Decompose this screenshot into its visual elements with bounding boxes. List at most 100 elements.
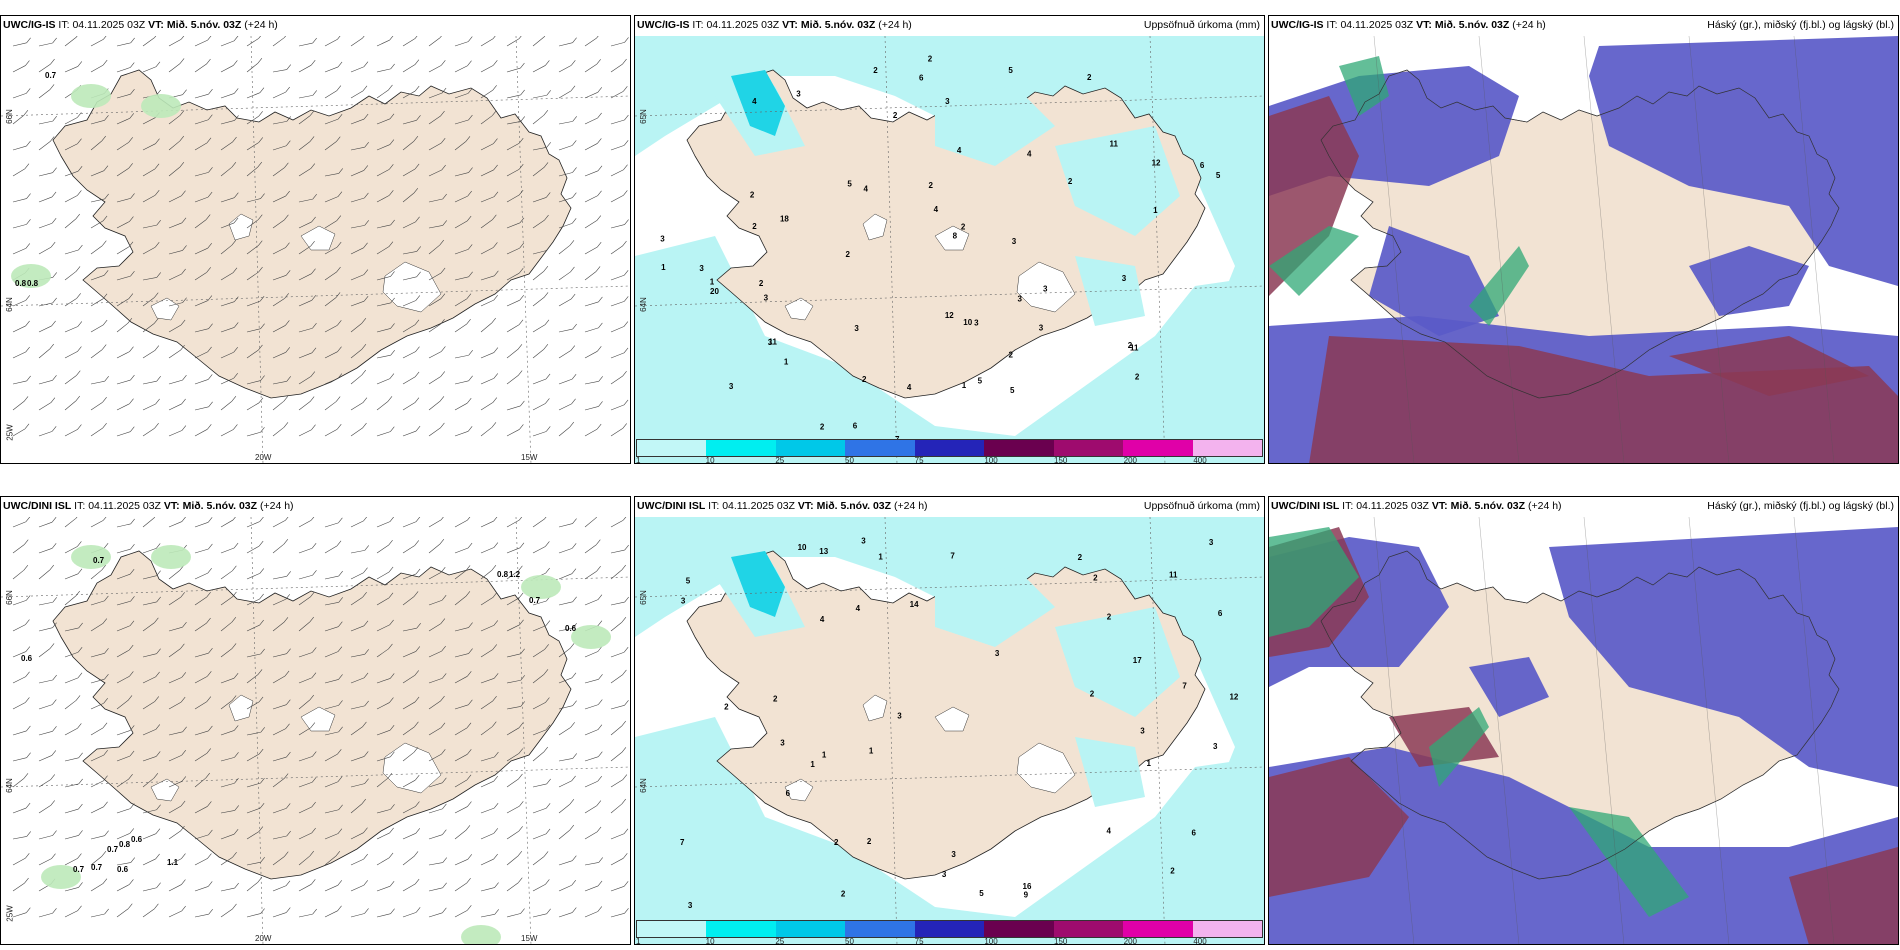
value-label: 16 — [1023, 882, 1032, 891]
value-label: 1 — [1147, 759, 1152, 768]
colorbar-swatch — [1053, 440, 1124, 456]
value-label: 2 — [1078, 553, 1083, 562]
precip-light-area — [635, 236, 1264, 463]
value-label: 1.1 — [167, 858, 179, 867]
valid-time: VT: Mið. 5.nóv. 03Z — [797, 500, 892, 512]
value-label: 5 — [686, 577, 691, 586]
map-panel-top-left: UWC/IG-IS IT: 04.11.2025 03Z VT: Mið. 5.… — [0, 15, 631, 464]
latitude-label: 66N — [4, 590, 14, 605]
precip-light-area — [71, 84, 111, 108]
value-label: 3 — [660, 235, 665, 244]
precip-land-area — [1055, 607, 1180, 717]
value-label: 4 — [752, 97, 757, 106]
value-label: 11 — [769, 337, 778, 346]
value-label: 11 — [1130, 344, 1139, 353]
value-label: 2 — [752, 222, 757, 231]
value-label: 6 — [1218, 609, 1223, 618]
glacier-area — [934, 225, 970, 251]
value-label: 9 — [1024, 890, 1029, 899]
value-label: 0.7 — [91, 863, 103, 872]
value-label: 18 — [780, 215, 789, 224]
colorbar-swatch — [1192, 921, 1262, 937]
value-label: 4 — [957, 146, 962, 155]
value-label: 2 — [750, 190, 755, 199]
longitude-label: 25W — [5, 905, 15, 922]
latitude-label: 64N — [4, 778, 14, 793]
precip-light-area — [461, 925, 501, 944]
valid-time: VT: Mið. 5.nóv. 03Z — [148, 19, 242, 31]
value-label: 3 — [780, 738, 785, 747]
value-label: 2 — [1128, 341, 1133, 350]
low-cloud-area — [1469, 657, 1549, 717]
colorbar-swatch — [914, 921, 985, 937]
panel-header: UWC/DINI ISL IT: 04.11.2025 03Z VT: Mið.… — [1271, 500, 1894, 516]
precip-land-area — [1055, 126, 1180, 236]
glacier-area — [382, 742, 442, 794]
colorbar: 1 10 25 50 75 100 150 200 400 — [635, 918, 1264, 944]
valid-time: VT: Mið. 5.nóv. 03Z — [782, 19, 876, 31]
glacier-area — [228, 213, 254, 241]
colorbar-swatch — [984, 440, 1054, 456]
value-label: 12 — [945, 311, 954, 320]
value-label: 2 — [929, 181, 934, 190]
value-label: 1 — [710, 278, 715, 287]
colorbar-tick-label: 25 — [775, 456, 785, 464]
glacier-area — [862, 213, 888, 241]
init-time-value: 04.11.2025 03Z — [1340, 19, 1414, 31]
mid-cloud-area — [1269, 757, 1409, 897]
map-canvas: 0.70.60.60.70.70.7 0.61.10.80.8 1.20.70.6 — [1, 517, 630, 944]
value-label: 4 — [1106, 826, 1111, 835]
value-label: 3 — [681, 597, 686, 606]
low-cloud-area — [1369, 226, 1499, 336]
value-label: 3 — [861, 536, 866, 545]
value-label: 5 — [847, 179, 852, 188]
colorbar-tick-label: 400 — [1193, 456, 1207, 464]
value-label: 7 — [950, 552, 955, 561]
precip-light-area — [151, 545, 191, 569]
value-label: 3 — [1012, 237, 1017, 246]
value-label: 10 — [963, 318, 972, 327]
value-label: 0.7 — [529, 596, 541, 605]
value-label: 5 — [978, 376, 983, 385]
value-label: 3 — [688, 901, 693, 910]
latitude-label: 65N — [638, 109, 648, 124]
colorbar-tick-label: 150 — [1054, 456, 1068, 464]
init-time-label: IT: — [708, 500, 720, 512]
colorbar-tick-label: 1 — [636, 456, 641, 464]
value-label: 4 — [907, 383, 912, 392]
colorbar-tick-label: 100 — [984, 456, 998, 464]
latitude-label: 64N — [638, 778, 648, 793]
precip-light-area — [141, 94, 181, 118]
colorbar-tick-label: 200 — [1123, 937, 1138, 945]
value-label: 3 — [1039, 323, 1044, 332]
value-label: 1 — [869, 747, 874, 756]
value-label: 2 — [1135, 373, 1140, 382]
high-cloud-area — [1269, 527, 1359, 637]
lead-time: (+24 h) — [1512, 19, 1546, 31]
colorbar-tick-label: 50 — [845, 456, 854, 464]
value-label: 2 — [928, 54, 933, 63]
panel-header: UWC/IG-IS IT: 04.11.2025 03Z VT: Mið. 5.… — [637, 19, 1260, 35]
value-label: 0.7 — [45, 71, 57, 80]
longitude-label: 20W — [255, 934, 272, 943]
mid-cloud-area — [1789, 847, 1898, 944]
value-label: 2 — [1087, 73, 1092, 82]
value-label: 20 — [710, 287, 719, 296]
value-label: 11 — [1110, 140, 1119, 149]
value-label: 3 — [1209, 538, 1214, 547]
value-label: 3 — [1140, 726, 1145, 735]
value-label: 6 — [1192, 829, 1197, 838]
value-label: 2 — [1093, 573, 1098, 582]
colorbar-tick-label: 1 — [636, 937, 641, 945]
colorbar-swatch — [637, 440, 707, 456]
value-label: 1 — [810, 760, 815, 769]
map-canvas: 0.7 0.8 0.8 — [1, 36, 630, 463]
value-label: 2 — [867, 837, 872, 846]
low-cloud-area — [1689, 246, 1809, 316]
value-label: 2 — [1009, 351, 1014, 360]
longitude-label: 20W — [255, 453, 272, 462]
colorbar-swatch — [1123, 921, 1193, 937]
glacier-area — [934, 706, 970, 732]
low-cloud-area — [1589, 36, 1898, 286]
value-label: 5 — [1010, 386, 1015, 395]
